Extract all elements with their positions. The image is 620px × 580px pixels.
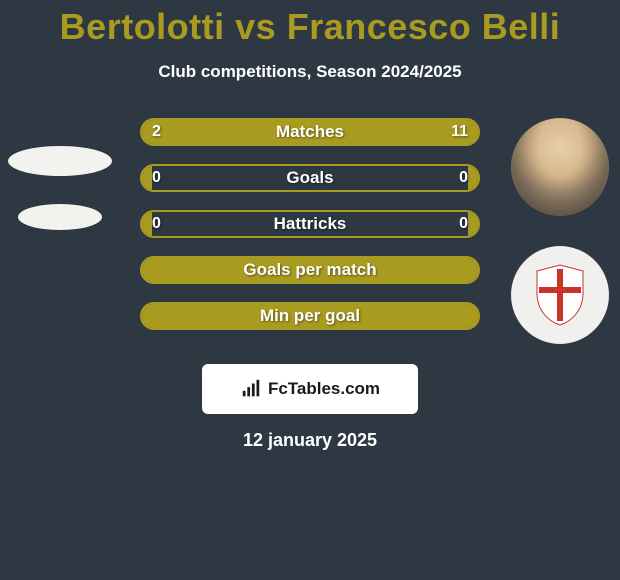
right-avatars xyxy=(505,118,615,344)
bar-label: Min per goal xyxy=(142,304,478,328)
stat-bar: Goals per match xyxy=(140,256,480,284)
comparison-content: 211Matches 00Goals 00Hattricks Goals per ma… xyxy=(0,118,620,348)
bar-label: Hattricks xyxy=(142,212,478,236)
left-club-avatar-placeholder xyxy=(18,204,102,230)
stat-bar: 211Matches xyxy=(140,118,480,146)
left-avatars xyxy=(5,118,115,230)
date-text: 12 january 2025 xyxy=(0,430,620,451)
bar-label: Matches xyxy=(142,120,478,144)
bar-label: Goals xyxy=(142,166,478,190)
right-player-avatar xyxy=(511,118,609,216)
stat-bar: 00Hattricks xyxy=(140,210,480,238)
page-title: Bertolotti vs Francesco Belli xyxy=(0,0,620,48)
left-player-avatar-placeholder xyxy=(8,146,112,176)
right-club-avatar xyxy=(511,246,609,344)
stat-bar: Min per goal xyxy=(140,302,480,330)
attribution-text: FcTables.com xyxy=(268,379,380,399)
bar-label: Goals per match xyxy=(142,258,478,282)
stat-bars: 211Matches 00Goals 00Hattricks Goals per ma… xyxy=(140,118,480,330)
subtitle: Club competitions, Season 2024/2025 xyxy=(0,62,620,82)
stat-bar: 00Goals xyxy=(140,164,480,192)
chart-icon xyxy=(240,378,262,400)
attribution-badge: FcTables.com xyxy=(202,364,418,414)
club-shield-icon xyxy=(533,263,587,327)
